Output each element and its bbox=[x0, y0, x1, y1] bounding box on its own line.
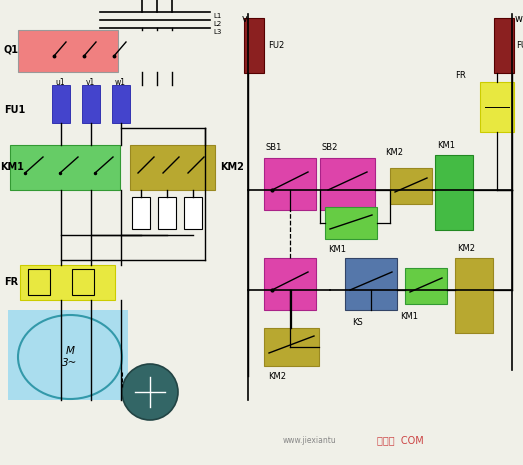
Bar bbox=[72, 269, 94, 295]
Text: KM2: KM2 bbox=[268, 372, 286, 381]
Text: L1: L1 bbox=[213, 13, 221, 19]
Bar bbox=[345, 258, 397, 310]
Bar bbox=[20, 265, 115, 300]
Bar bbox=[28, 269, 50, 295]
Text: FU2: FU2 bbox=[268, 40, 284, 49]
Ellipse shape bbox=[18, 315, 122, 399]
Bar bbox=[390, 168, 432, 204]
Bar bbox=[132, 197, 150, 229]
Bar bbox=[184, 197, 202, 229]
Bar bbox=[264, 158, 316, 210]
Bar bbox=[435, 155, 473, 230]
Bar bbox=[405, 268, 447, 304]
Text: KM2: KM2 bbox=[457, 244, 475, 253]
Text: KM1: KM1 bbox=[0, 162, 24, 172]
Text: 插线图  COM: 插线图 COM bbox=[377, 435, 424, 445]
Text: FU2: FU2 bbox=[516, 40, 523, 49]
Text: KM1: KM1 bbox=[328, 245, 346, 254]
Bar bbox=[455, 258, 493, 333]
Text: KM2: KM2 bbox=[220, 162, 244, 172]
Bar bbox=[264, 328, 319, 366]
Bar bbox=[264, 258, 316, 310]
Bar bbox=[480, 82, 514, 132]
Bar bbox=[82, 85, 100, 123]
Bar bbox=[8, 310, 128, 400]
Bar bbox=[325, 207, 377, 239]
Text: u1: u1 bbox=[55, 78, 65, 87]
Text: SB2: SB2 bbox=[322, 143, 338, 152]
Text: KM1: KM1 bbox=[400, 312, 418, 321]
Text: M
3~: M 3~ bbox=[62, 346, 78, 368]
Text: KS: KS bbox=[352, 318, 363, 327]
Bar bbox=[494, 18, 514, 73]
Text: Q1: Q1 bbox=[4, 45, 19, 55]
Text: w: w bbox=[515, 14, 523, 24]
Bar bbox=[244, 18, 264, 73]
Bar bbox=[320, 158, 375, 210]
Text: w1: w1 bbox=[115, 78, 126, 87]
Text: v1: v1 bbox=[85, 78, 95, 87]
Text: FU1: FU1 bbox=[4, 105, 25, 115]
Bar bbox=[52, 85, 70, 123]
Text: www.jiexiantu: www.jiexiantu bbox=[283, 436, 337, 445]
Text: KM1: KM1 bbox=[437, 141, 455, 150]
Ellipse shape bbox=[122, 364, 178, 420]
Text: L2: L2 bbox=[213, 21, 221, 27]
Text: v: v bbox=[242, 14, 248, 24]
Text: L3: L3 bbox=[213, 29, 221, 35]
Bar bbox=[130, 145, 215, 190]
Bar bbox=[158, 197, 176, 229]
Bar bbox=[10, 145, 120, 190]
Bar bbox=[18, 30, 118, 72]
Text: FR: FR bbox=[4, 277, 18, 287]
Text: KM2: KM2 bbox=[385, 148, 403, 157]
Bar bbox=[112, 85, 130, 123]
Text: SB1: SB1 bbox=[265, 143, 281, 152]
Text: FR: FR bbox=[455, 71, 466, 80]
